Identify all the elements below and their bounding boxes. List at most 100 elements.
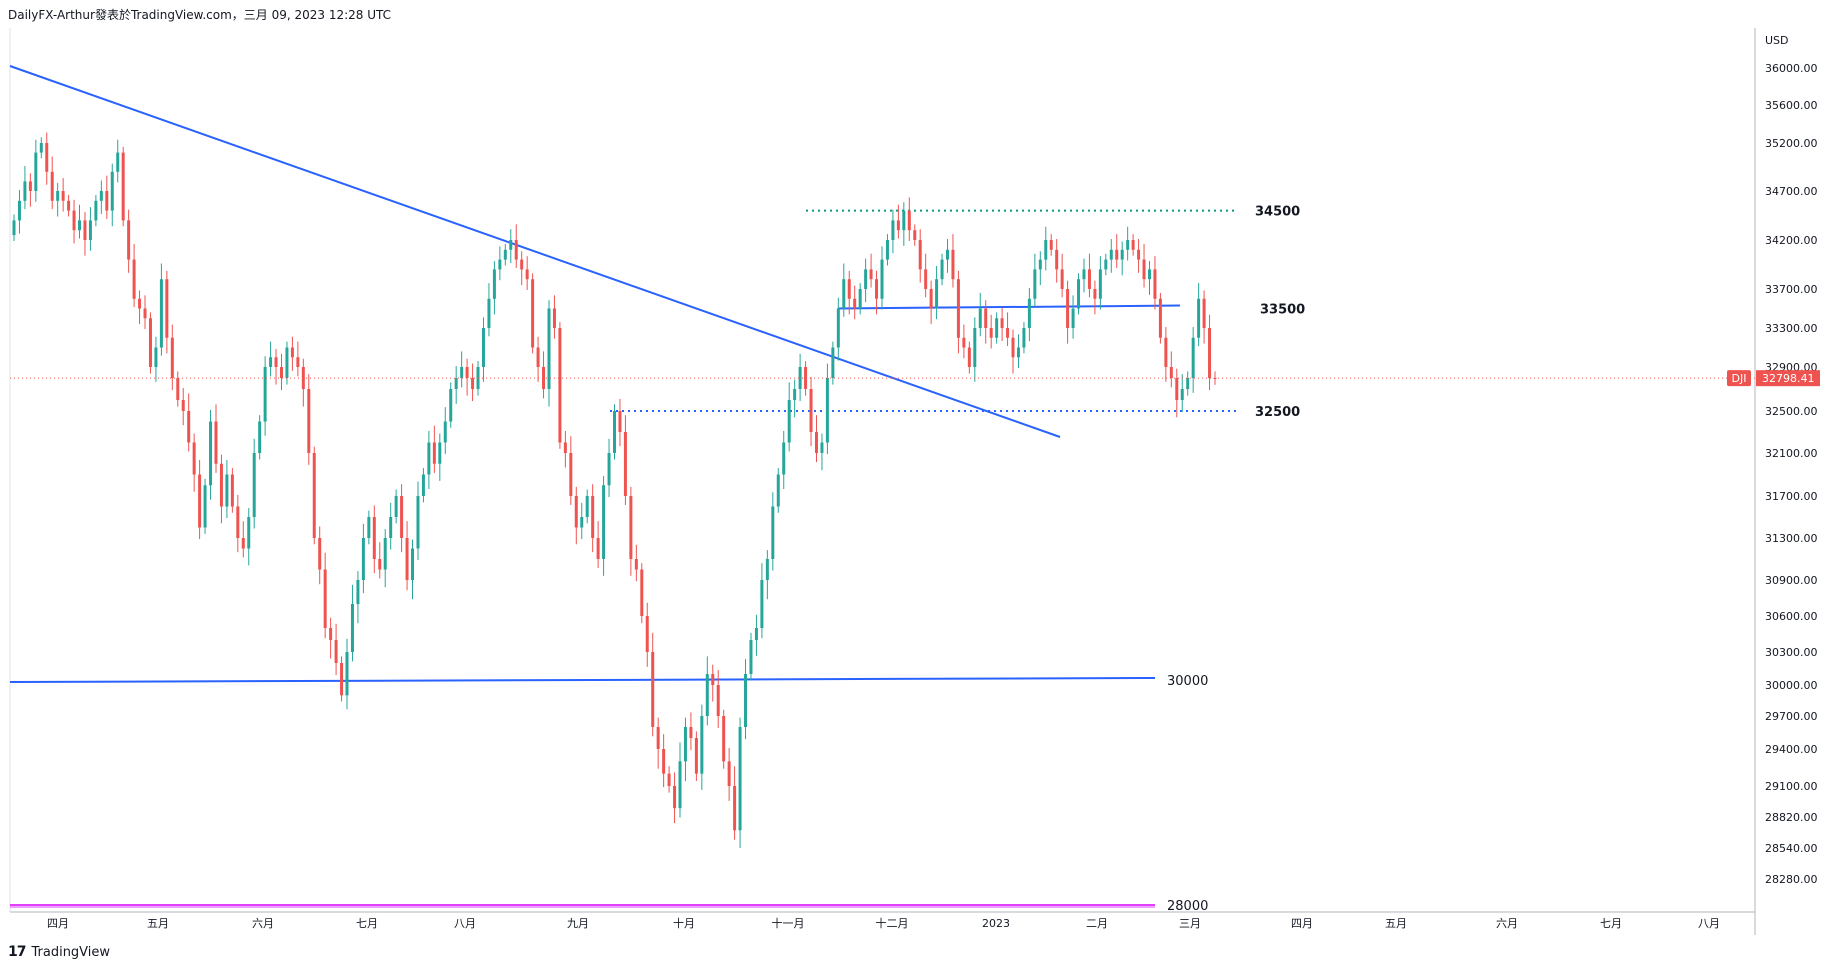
price-tick: 29400.00	[1765, 743, 1818, 756]
candle-body	[1087, 269, 1091, 289]
candle-body	[869, 269, 873, 280]
level-label: 32500	[1255, 405, 1300, 420]
candle-body	[28, 181, 32, 191]
candle-body	[913, 230, 917, 240]
price-tick: 35200.00	[1765, 137, 1818, 150]
candle-body	[132, 259, 136, 299]
candle-body	[989, 328, 993, 338]
candle-body	[995, 318, 999, 338]
candle-body	[110, 171, 114, 211]
candle-body	[531, 279, 535, 348]
candle-body	[209, 421, 213, 486]
candle-body	[350, 604, 354, 652]
time-tick: 2023	[982, 917, 1010, 930]
candle-body	[613, 411, 616, 453]
candle-body	[1011, 337, 1015, 358]
candle-body	[842, 279, 846, 309]
candle-body	[667, 773, 671, 786]
candle-body	[563, 442, 567, 453]
candle-body	[514, 240, 518, 260]
candle-body	[1120, 249, 1124, 260]
candle-body	[105, 191, 109, 211]
candle-body	[225, 474, 229, 507]
candle-body	[891, 220, 895, 240]
candle-body	[804, 367, 808, 389]
candle-body	[1098, 269, 1102, 299]
chart-header: DailyFX-Arthur發表於TradingView.com，三月 09, …	[8, 8, 392, 22]
candle-body	[465, 367, 469, 378]
candle-body	[1208, 328, 1212, 378]
price-axis[interactable]: USD 36000.00 35600.00 35200.00 34700.00 34200…	[1765, 34, 1818, 886]
candle-body	[596, 538, 600, 559]
candle-body	[443, 421, 447, 443]
candle-body	[744, 674, 748, 727]
candle-body	[940, 259, 944, 280]
level-label: 28000	[1167, 899, 1208, 914]
candle-body	[78, 220, 82, 231]
candle-body	[372, 517, 376, 559]
candle-body	[651, 652, 655, 727]
candle-body	[875, 279, 879, 299]
candle-body	[716, 685, 720, 716]
candle-body	[1180, 389, 1184, 400]
candle-body	[471, 378, 475, 389]
candle-body	[17, 200, 21, 221]
candle-body	[127, 220, 131, 260]
candle-body	[929, 289, 933, 309]
price-tick: 36000.00	[1765, 62, 1818, 75]
candle-body	[121, 152, 125, 221]
candle-body	[274, 357, 278, 367]
candle-body	[400, 496, 404, 538]
price-tick: 35600.00	[1765, 99, 1818, 112]
time-tick: 二月	[1086, 917, 1108, 930]
candle-body	[618, 411, 622, 432]
currency-label: USD	[1765, 34, 1789, 47]
price-tick: 34200.00	[1765, 234, 1818, 247]
candle-body	[285, 347, 289, 378]
candle-body	[1055, 249, 1059, 270]
candle-body	[323, 569, 327, 628]
candle-body	[520, 259, 524, 270]
symbol-tag	[1727, 370, 1751, 387]
candle-body	[749, 640, 753, 674]
candle-body	[1202, 298, 1206, 328]
candle-body	[279, 367, 283, 378]
price-tick: 28540.00	[1765, 842, 1818, 855]
candle-body	[831, 347, 835, 378]
candle-body	[290, 347, 294, 358]
candle-body	[1066, 289, 1070, 328]
time-axis[interactable]: 四月 五月 六月 七月 八月 九月 十月 十一月 十二月 2023 二月 三月 四月 五月 六月 七月 八月	[47, 916, 1720, 930]
candle-body	[924, 269, 928, 289]
candle-body	[722, 716, 726, 762]
candle-body	[1077, 279, 1081, 309]
candle-body	[236, 506, 240, 538]
symbol-label: DJI	[1732, 372, 1747, 385]
candle-body	[1033, 269, 1037, 299]
level-line	[9, 677, 1156, 683]
candle-body	[880, 259, 884, 299]
candle-body	[787, 400, 791, 443]
candle-body	[460, 367, 464, 378]
candle-body	[1115, 249, 1119, 260]
candle-body	[258, 421, 262, 453]
candle-body	[449, 389, 453, 422]
candle-body	[918, 240, 922, 270]
candle-body	[1071, 308, 1075, 328]
price-tick: 30000.00	[1765, 679, 1818, 692]
candle-body	[967, 347, 971, 367]
candle-body	[1153, 269, 1157, 299]
footer-brand: TradingView	[31, 944, 111, 960]
candle-body	[427, 442, 431, 475]
price-tick: 28820.00	[1765, 811, 1818, 824]
candle-body	[1044, 240, 1048, 260]
candle-body	[607, 453, 611, 486]
candle-body	[1126, 240, 1130, 250]
candle-body	[689, 727, 693, 738]
time-tick: 三月	[1179, 917, 1201, 930]
candle-body	[705, 674, 709, 716]
level-line	[837, 304, 1181, 310]
candle-body	[148, 318, 152, 367]
candle-body	[12, 220, 16, 236]
candle-body	[143, 308, 147, 319]
